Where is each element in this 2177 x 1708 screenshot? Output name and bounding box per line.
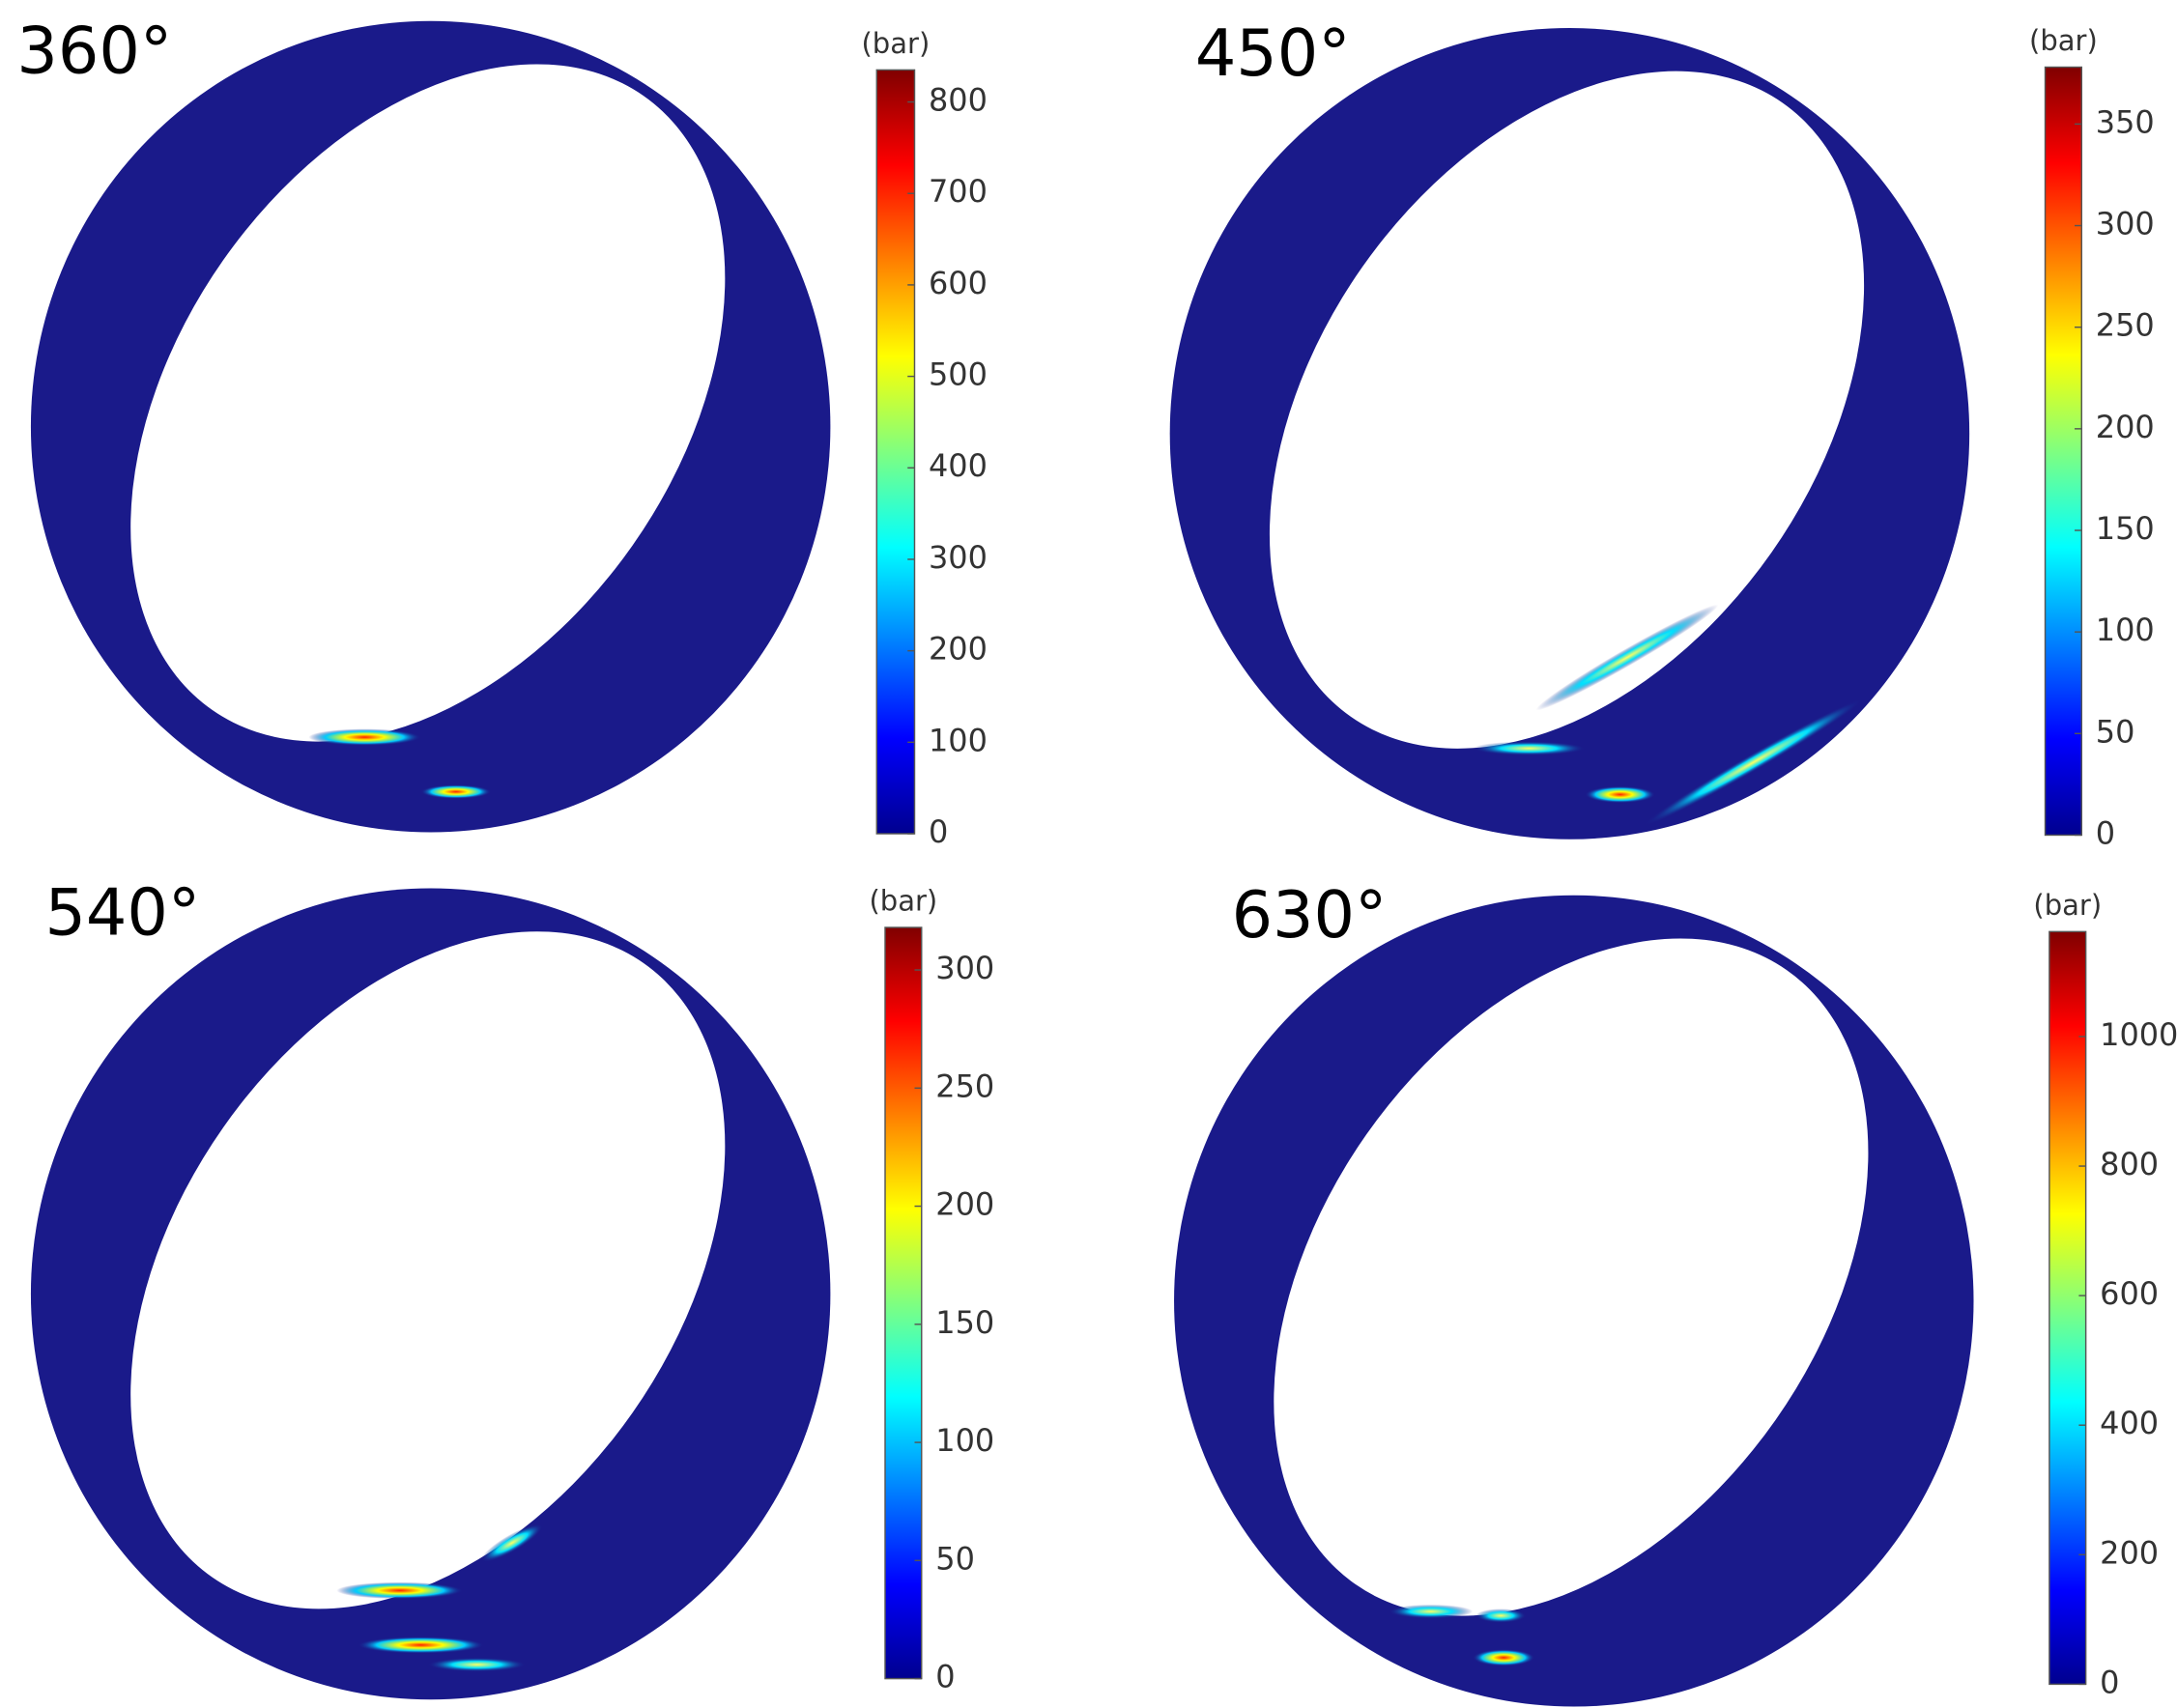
colorbar-tick-label: 50 <box>935 1540 975 1577</box>
panel: 450° (bar) 0 50 100 150 200 250 300 350 <box>1195 15 2155 851</box>
colorbar <box>875 69 916 835</box>
panel-title: 540° <box>44 874 200 950</box>
colorbar-tick-label: 200 <box>2100 1534 2159 1571</box>
colorbar-label: (bar) <box>2033 889 2102 922</box>
colorbar-tick-label: 0 <box>929 813 948 850</box>
colorbar-tick-label: 200 <box>935 1186 994 1223</box>
colorbar-tick-label: 250 <box>935 1068 994 1104</box>
colorbar-tick-label: 100 <box>2096 612 2155 648</box>
colorbar-tick-label: 400 <box>929 447 988 484</box>
hotspots-540 <box>336 1523 543 1672</box>
colorbar-tick-label: 0 <box>2100 1664 2119 1700</box>
ring-inner <box>1269 71 1865 749</box>
colorbar-tick-label: 300 <box>935 950 994 986</box>
colorbar-tick-label: 350 <box>2096 103 2155 140</box>
panel: 360° (bar) 0 100 200 300 400 500 600 700 800 <box>16 13 988 850</box>
hotspots-360 <box>308 728 492 799</box>
rings <box>30 20 1974 1707</box>
colorbar <box>884 926 923 1680</box>
colorbar-tick-label: 150 <box>935 1304 994 1341</box>
colorbar-tick-label: 300 <box>929 539 988 576</box>
panel: 540° (bar) 0 50 100 150 200 250 300 <box>44 874 994 1694</box>
colorbar-tick-label: 0 <box>935 1659 955 1695</box>
colorbar-label: (bar) <box>861 27 930 60</box>
colorbar-tick-label: 700 <box>929 173 988 210</box>
colorbar-tick-label: 500 <box>929 356 988 393</box>
colorbar-tick-label: 800 <box>929 82 988 119</box>
colorbar-tick-label: 50 <box>2096 713 2135 750</box>
ring-inner <box>1274 938 1869 1616</box>
ring-inner <box>130 64 726 742</box>
colorbar-tick-label: 0 <box>2096 814 2115 851</box>
panel-title: 630° <box>1232 877 1388 953</box>
colorbar-label: (bar) <box>2029 24 2098 57</box>
ring-inner <box>130 931 726 1609</box>
panel-title: 450° <box>1195 15 1351 91</box>
colorbar <box>2048 930 2087 1686</box>
colorbar-tick-label: 250 <box>2096 307 2155 344</box>
colorbar-tick-label: 300 <box>2096 206 2155 242</box>
colorbar <box>2044 66 2083 837</box>
hotspots-450 <box>1473 604 1863 826</box>
hotspots-630 <box>1389 1604 1535 1666</box>
colorbar-tick-label: 800 <box>2100 1146 2159 1182</box>
colorbar-label: (bar) <box>869 885 937 918</box>
panel-title: 360° <box>16 13 172 88</box>
colorbar-tick-label: 400 <box>2100 1405 2159 1441</box>
panel: 630° (bar) 0 200 400 600 800 1000 <box>1232 877 2177 1700</box>
colorbar-tick-label: 600 <box>929 265 988 301</box>
colorbar-tick-label: 200 <box>929 631 988 668</box>
colorbar-tick-label: 150 <box>2096 510 2155 547</box>
colorbar-tick-label: 100 <box>929 722 988 758</box>
colorbar-tick-label: 1000 <box>2100 1016 2177 1053</box>
colorbar-tick-label: 600 <box>2100 1275 2159 1312</box>
colorbar-tick-label: 100 <box>935 1422 994 1459</box>
colorbar-tick-label: 200 <box>2096 409 2155 445</box>
